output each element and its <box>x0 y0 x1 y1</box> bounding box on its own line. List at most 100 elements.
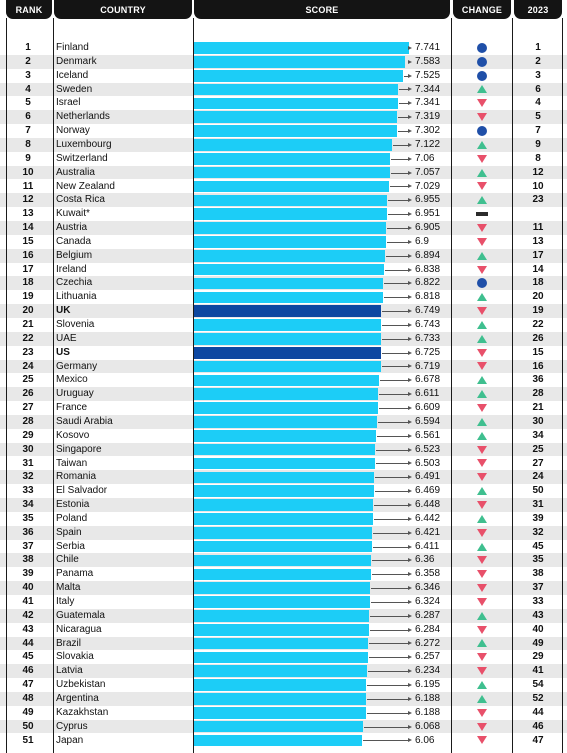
rank-label: 14 <box>22 222 34 234</box>
country-label: Uzbekistan <box>56 679 106 691</box>
rank-label: 38 <box>22 554 34 566</box>
score-value: 6.346 <box>415 582 441 594</box>
leader-line <box>375 491 409 493</box>
leader-arrow-icon <box>408 142 412 147</box>
score-bar <box>194 637 368 650</box>
score-bar <box>194 596 370 608</box>
header-prev-year: 2023 <box>514 0 562 19</box>
country-label: Mexico <box>56 374 88 386</box>
leader-arrow-icon <box>408 101 412 106</box>
rank-label: 8 <box>25 138 31 150</box>
score-value: 6.609 <box>415 402 441 414</box>
score-value: 6.36 <box>415 554 435 566</box>
leader-line <box>393 144 409 146</box>
leader-arrow-icon <box>408 655 412 660</box>
rank-down-arrow-icon <box>476 500 487 509</box>
rank-label: 4 <box>25 83 31 95</box>
prev-year-rank: 43 <box>532 609 544 621</box>
rank-down-arrow-icon <box>476 556 487 565</box>
rank-down-arrow-icon <box>476 736 487 745</box>
prev-year-rank: 20 <box>532 291 544 303</box>
leader-line <box>382 311 409 313</box>
rank-down-arrow-icon <box>476 473 487 482</box>
rank-label: 30 <box>22 443 34 455</box>
rank-up-arrow-icon <box>476 390 487 399</box>
country-label: Latvia <box>56 665 83 677</box>
prev-year-rank: 33 <box>532 596 544 607</box>
score-value: 7.341 <box>415 97 441 109</box>
country-label: Czechia <box>56 277 93 289</box>
leader-arrow-icon <box>408 530 412 535</box>
score-value: 6.9 <box>415 235 429 247</box>
score-value: 6.324 <box>415 596 441 607</box>
score-value: 6.442 <box>415 512 441 524</box>
country-label: Switzerland <box>56 152 108 164</box>
rank-label: 36 <box>22 526 34 538</box>
score-value: 7.06 <box>415 152 435 164</box>
prev-year-rank: 54 <box>532 679 544 691</box>
prev-year-rank: 52 <box>532 692 544 704</box>
prev-year-rank: 49 <box>532 637 544 649</box>
no-change-dot-icon <box>477 126 487 137</box>
score-value: 6.725 <box>415 346 441 358</box>
rank-down-arrow-icon <box>476 625 487 634</box>
prev-year-rank: 29 <box>532 651 544 663</box>
leader-arrow-icon <box>408 433 412 438</box>
leader-arrow-icon <box>408 572 412 577</box>
score-bar <box>194 360 381 373</box>
rank-label: 17 <box>22 263 34 275</box>
score-value: 6.491 <box>415 471 441 483</box>
score-value: 6.188 <box>415 706 441 718</box>
country-label: Saudi Arabia <box>56 415 113 427</box>
header-score: SCORE <box>194 0 450 19</box>
score-bar <box>194 319 381 331</box>
rank-up-arrow-icon <box>476 168 487 177</box>
leader-arrow-icon <box>408 502 412 507</box>
rank-label: 51 <box>22 734 34 746</box>
prev-year-rank: 6 <box>535 83 541 95</box>
leader-line <box>368 671 409 673</box>
country-label: Denmark <box>56 55 97 67</box>
rank-label: 21 <box>22 319 34 330</box>
leader-arrow-icon <box>408 669 412 674</box>
country-label: Singapore <box>56 443 102 455</box>
country-label: Malta <box>56 582 81 594</box>
rank-label: 29 <box>22 429 34 441</box>
prev-year-rank: 45 <box>532 540 544 552</box>
country-label: Kosovo <box>56 429 90 441</box>
score-value: 6.955 <box>415 194 441 206</box>
score-bar <box>194 610 369 622</box>
score-value: 6.905 <box>415 222 441 234</box>
leader-line <box>404 75 409 77</box>
score-value: 6.06 <box>415 734 435 746</box>
rank-label: 10 <box>22 166 34 178</box>
score-value: 6.272 <box>415 637 441 649</box>
prev-year-rank: 16 <box>532 360 544 372</box>
rank-down-arrow-icon <box>476 722 487 731</box>
rank-label: 43 <box>22 623 34 635</box>
rank-up-arrow-icon <box>476 376 487 385</box>
leader-line <box>374 504 409 506</box>
rank-label: 45 <box>22 651 34 663</box>
country-label: Finland <box>56 42 89 53</box>
country-label: Poland <box>56 512 88 524</box>
score-bar <box>194 679 366 691</box>
leader-line <box>367 712 409 714</box>
score-bar <box>194 277 383 290</box>
score-value: 7.302 <box>415 125 441 137</box>
rank-down-arrow-icon <box>476 113 487 122</box>
rank-down-arrow-icon <box>476 570 487 579</box>
score-bar <box>194 305 381 317</box>
country-label: Austria <box>56 222 88 234</box>
leader-arrow-icon <box>408 738 412 743</box>
rank-label: 34 <box>22 499 34 511</box>
rank-label: 46 <box>22 665 34 677</box>
rank-down-arrow-icon <box>476 182 487 191</box>
prev-year-rank: 23 <box>532 194 544 206</box>
score-bar <box>194 374 379 387</box>
rank-label: 37 <box>22 540 34 552</box>
leader-line <box>388 200 409 202</box>
rank-down-arrow-icon <box>476 99 487 108</box>
leader-arrow-icon <box>408 378 412 383</box>
prev-year-rank: 15 <box>532 346 544 358</box>
